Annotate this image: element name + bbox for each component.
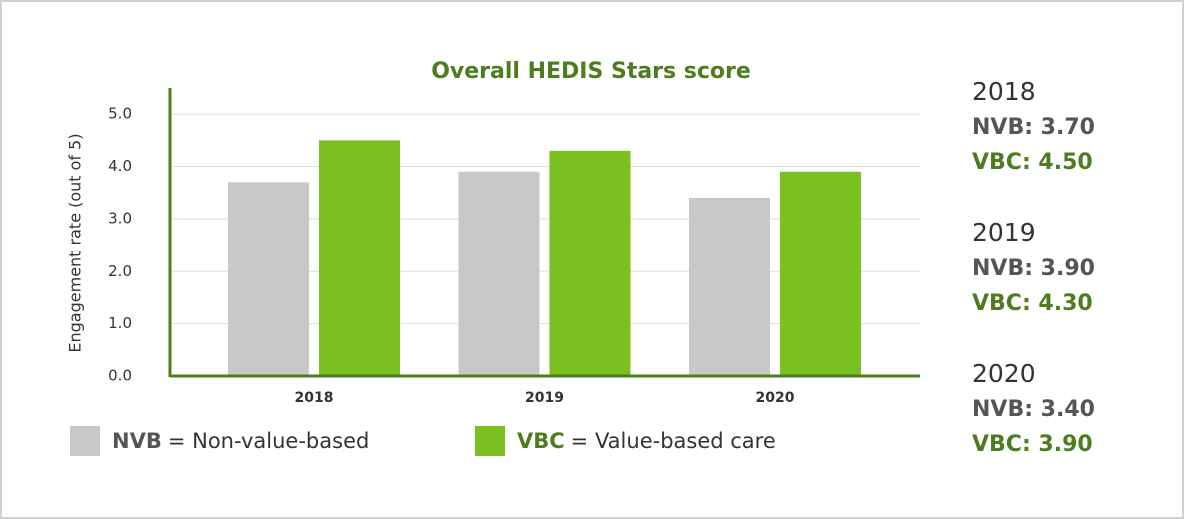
chart-title: Overall HEDIS Stars score [431,59,751,84]
y-tick-label: 1.0 [108,314,132,332]
bar [689,197,770,376]
x-tick-label: 2019 [525,390,564,406]
legend-description: = Value-based care [571,429,776,453]
side-value-label: NVB: 3.70 [972,115,1095,140]
bar [780,171,861,376]
y-axis-label: Engagement rate (out of 5) [66,133,85,352]
x-tick-label: 2020 [756,390,795,406]
bar [319,140,400,376]
side-value-label: NVB: 3.40 [972,397,1095,422]
legend-entry: VBC = Value-based care [517,429,776,453]
y-tick-label: 5.0 [108,105,132,123]
legend-name: NVB [112,429,162,453]
y-tick-label: 3.0 [108,209,132,227]
side-value-label: VBC: 4.30 [972,291,1093,316]
y-tick-label: 0.0 [108,367,132,385]
bar [549,150,631,376]
legend-swatch [70,426,100,456]
bar [228,182,309,376]
legend-name: VBC [517,429,565,453]
legend-entry: NVB = Non-value-based [112,429,369,453]
x-tick-label: 2018 [295,390,334,406]
side-year: 2018 [972,77,1036,106]
side-value-label: VBC: 4.50 [972,150,1093,175]
side-value-label: NVB: 3.90 [972,256,1095,281]
side-year: 2019 [972,218,1036,247]
bar [458,171,540,376]
y-tick-label: 4.0 [108,157,132,175]
y-tick-label: 2.0 [108,262,132,280]
legend-description: = Non-value-based [168,429,369,453]
side-year: 2020 [972,359,1036,388]
side-value-label: VBC: 3.90 [972,432,1093,457]
legend-swatch [475,426,505,456]
